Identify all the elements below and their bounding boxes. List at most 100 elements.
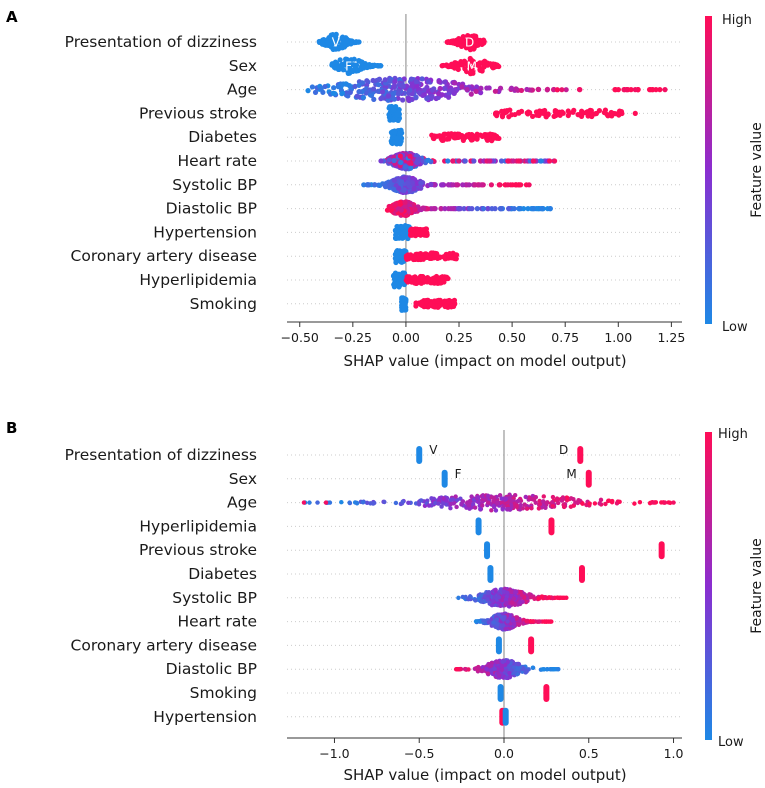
panel-b-point [489, 663, 494, 668]
panel-a-point [363, 90, 369, 96]
panel-a-category-label: F [345, 59, 352, 73]
panel-b-point [522, 502, 527, 507]
panel-a-point [441, 131, 447, 137]
panel-a-tick-label: 0.25 [445, 330, 473, 345]
panel-a-point [456, 131, 462, 137]
panel-a-point [471, 158, 477, 164]
panel-b-stack-bar [416, 446, 423, 464]
panel-a-point [628, 86, 634, 93]
panel-b-point [490, 598, 495, 604]
panel-a-point [566, 110, 572, 116]
panel-a-point [428, 250, 434, 256]
panel-b-stack-bar [475, 517, 482, 536]
panel-a-point [387, 78, 393, 84]
panel-a-point [480, 206, 487, 212]
panel-a-point [335, 39, 341, 45]
panel-b-point [561, 496, 566, 501]
panel-a-point [364, 78, 370, 84]
panel-a-point [448, 131, 454, 137]
panel-a-point [430, 277, 436, 284]
panel-a-point [530, 158, 536, 164]
panel-a-point [309, 84, 315, 90]
panel-a-point [440, 62, 447, 69]
panel-a-point [539, 206, 545, 212]
panel-a-point [356, 82, 362, 88]
panel-a-point [559, 87, 565, 93]
panel-a-point [332, 91, 338, 97]
panel-b-point [466, 667, 471, 672]
panel-a-point [377, 182, 383, 188]
panel-a-letter: A [6, 8, 18, 26]
panel-b-point [571, 503, 576, 508]
panel-b-point [671, 500, 676, 505]
panel-a-point [402, 199, 408, 205]
panel-a-point [385, 93, 391, 99]
panel-a-point [469, 69, 475, 75]
panel-a-point [462, 158, 468, 164]
panel-a-point [441, 254, 447, 260]
panel-a-point [414, 83, 420, 89]
panel-a-point [533, 109, 540, 115]
panel-a-point [506, 206, 512, 212]
panel-b-point [406, 500, 411, 506]
panel-a-point [376, 76, 382, 83]
panel-a-point [396, 228, 402, 234]
panel-b-point [478, 506, 483, 512]
panel-b-point [650, 500, 656, 505]
panel-a-point [424, 297, 430, 304]
panel-a-point [398, 159, 404, 166]
panel-b-point [637, 499, 643, 505]
panel-a-point [439, 276, 446, 282]
panel-b-point [536, 619, 541, 624]
panel-b-point [327, 500, 333, 505]
panel-b-point [536, 506, 542, 511]
panel-a-point [516, 206, 522, 212]
panel-a-point [391, 157, 397, 164]
panel-b-category-label: F [455, 467, 462, 481]
panel-a-point [468, 35, 474, 41]
panel-b-point [489, 602, 495, 608]
panel-b-point [493, 508, 499, 513]
panel-a-x-ticks: −0.50 −0.25 0.00 0.25 0.50 0.75 1.00 1.25 [281, 322, 685, 345]
panel-a-feature-label: Systolic BP [172, 176, 257, 194]
panel-b-point [524, 506, 530, 511]
panel-b-point [662, 500, 668, 505]
panel-a-point [406, 97, 412, 103]
panel-a-point [543, 114, 549, 120]
panel-a-feature-label: Diabetes [188, 128, 257, 146]
panel-a-point [484, 85, 490, 91]
panel-b-point [495, 659, 500, 665]
panel-a-point [453, 252, 459, 258]
panel-b-point [509, 498, 514, 504]
panel-a-point [407, 153, 413, 159]
panel-a-category-label: D [465, 36, 474, 50]
panel-a-point [402, 163, 408, 170]
panel-b-point [536, 596, 541, 601]
panel-b-point [499, 667, 505, 673]
panel-b-point [480, 503, 485, 508]
panel-a-point [437, 85, 443, 92]
panel-b: B V D F M Presentation of dizziness Sex Age Hy… [6, 419, 765, 784]
panel-a-point [400, 97, 406, 103]
panel-a-point [441, 85, 447, 92]
panel-b-point [500, 507, 505, 512]
panel-b-point [543, 505, 548, 511]
panel-b-point [301, 500, 307, 505]
panel-a-point [487, 131, 493, 137]
panel-a-point [516, 110, 522, 116]
panel-b-point [530, 665, 536, 670]
panel-a-tick-label: 1.00 [604, 330, 632, 345]
panel-a-point [345, 60, 351, 66]
panel-b-point [537, 501, 543, 507]
panel-a-point [365, 182, 371, 188]
panel-a-point [488, 182, 495, 188]
panel-a-category-label: M [467, 59, 477, 73]
panel-b-stack-bar [578, 565, 585, 583]
panel-b-point [433, 500, 438, 506]
panel-b-point [587, 501, 592, 506]
panel-b-stack-bar [497, 684, 504, 702]
panel-a-point [347, 89, 353, 96]
panel-b-point [479, 668, 484, 674]
panel-a-point [330, 31, 336, 38]
